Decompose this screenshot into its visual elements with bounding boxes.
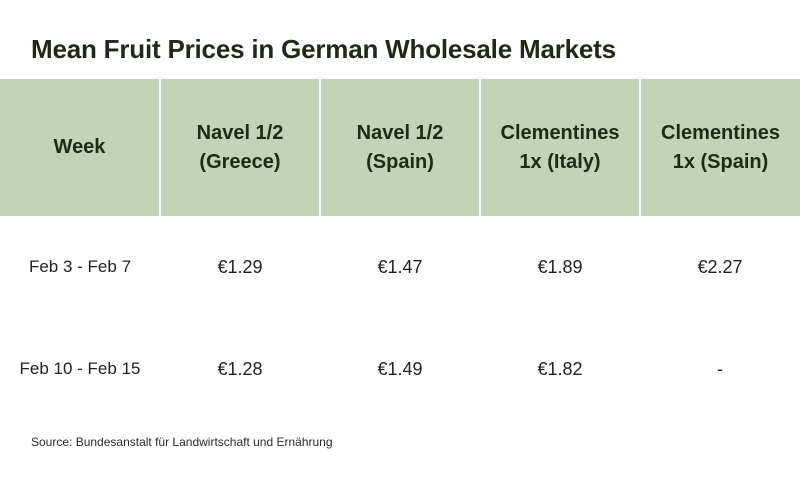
week-cell: Feb 3 - Feb 7 xyxy=(28,257,132,276)
chart-title: Mean Fruit Prices in German Wholesale Ma… xyxy=(31,34,616,64)
column-header-line: 1x (Italy) xyxy=(519,150,601,173)
price-cell: €1.47 xyxy=(377,256,423,277)
header-row: Week Navel 1/2 (Greece) Navel 1/2 (Spain… xyxy=(0,79,800,216)
column-header-navel-greece: Navel 1/2 (Greece) xyxy=(159,79,320,216)
column-header-clementines-spain: Clementines 1x (Spain) xyxy=(639,79,800,216)
price-cell: €1.29 xyxy=(217,256,263,277)
price-cell: €1.49 xyxy=(377,358,423,379)
price-cell: - xyxy=(717,358,723,379)
column-header-navel-spain: Navel 1/2 (Spain) xyxy=(319,79,480,216)
column-header-clementines-italy: Clementines 1x (Italy) xyxy=(479,79,640,216)
column-header-line: 1x (Spain) xyxy=(672,150,769,173)
column-header-line: Week xyxy=(53,136,106,158)
column-header-line: Clementines xyxy=(500,121,620,144)
price-cell: €1.82 xyxy=(537,358,583,379)
price-cell: €2.27 xyxy=(697,256,743,277)
column-header-week: Week xyxy=(0,79,160,216)
price-cell: €1.28 xyxy=(217,358,263,379)
table-row: Feb 3 - Feb 7 €1.29 €1.47 €1.89 €2.27 xyxy=(0,216,800,318)
week-cell: Feb 10 - Feb 15 xyxy=(19,359,141,378)
table-row: Feb 10 - Feb 15 €1.28 €1.49 €1.82 - xyxy=(0,318,800,420)
column-header-line: (Spain) xyxy=(366,150,434,173)
column-header-line: Navel 1/2 xyxy=(196,121,284,144)
column-header-line: Clementines xyxy=(661,121,780,144)
price-cell: €1.89 xyxy=(537,256,583,277)
price-table: Week Navel 1/2 (Greece) Navel 1/2 (Spain… xyxy=(0,79,800,420)
source-note: Source: Bundesanstalt für Landwirtschaft… xyxy=(31,435,333,449)
column-header-line: Navel 1/2 xyxy=(356,121,444,144)
column-header-line: (Greece) xyxy=(199,150,281,173)
